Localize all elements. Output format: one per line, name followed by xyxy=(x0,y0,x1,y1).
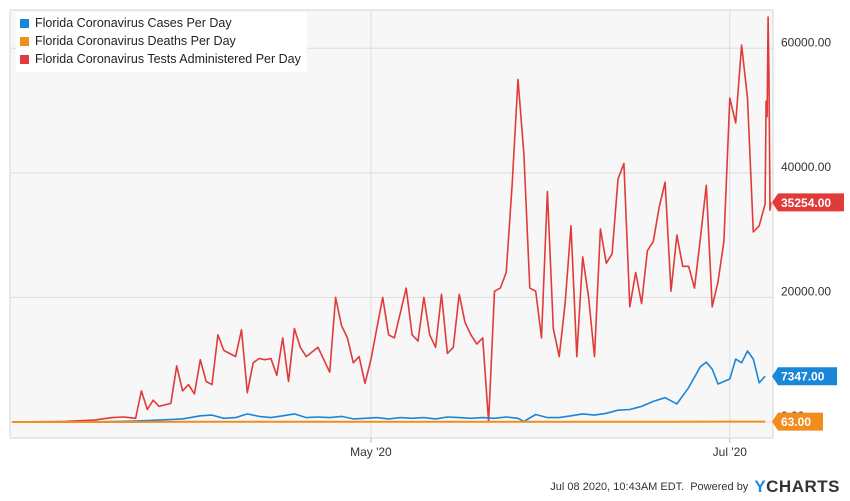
end-label-tests-bg xyxy=(772,193,844,212)
x-axis: May '20 Jul '20 xyxy=(350,438,747,459)
end-labels: 7347.00 63.00 35254.00 xyxy=(772,193,844,431)
end-label-deaths-text: 63.00 xyxy=(781,415,811,429)
end-label-cases: 7347.00 xyxy=(772,367,837,386)
end-label-tests: 35254.00 xyxy=(772,193,844,212)
end-label-tests-text: 35254.00 xyxy=(781,196,831,210)
legend-swatch-cases xyxy=(20,18,29,28)
end-label-cases-text: 7347.00 xyxy=(781,370,825,384)
legend-label-tests: Florida Coronavirus Tests Administered P… xyxy=(35,52,301,66)
legend-item-cases[interactable]: Florida Coronavirus Cases Per Day xyxy=(20,14,301,32)
legend-swatch-deaths xyxy=(20,36,29,46)
end-label-deaths-bg xyxy=(772,412,823,431)
ycharts-logo[interactable]: YCHARTS xyxy=(754,477,840,497)
legend-swatch-tests xyxy=(20,54,29,64)
y-tick-label: 20000.00 xyxy=(781,284,831,298)
x-tick-label: Jul '20 xyxy=(713,445,748,459)
legend-label-cases: Florida Coronavirus Cases Per Day xyxy=(35,16,232,30)
series-lines xyxy=(11,16,772,423)
legend-item-deaths[interactable]: Florida Coronavirus Deaths Per Day xyxy=(20,32,301,50)
y-tick-label: 60000.00 xyxy=(781,35,831,49)
footer-timestamp: Jul 08 2020, 10:43AM EDT. xyxy=(550,481,685,493)
series-line-tests xyxy=(11,16,772,423)
plot-area xyxy=(9,9,774,439)
ycharts-logo-y: Y xyxy=(754,477,767,496)
x-tick-label: May '20 xyxy=(350,445,392,459)
y-tick-label: 40000.00 xyxy=(781,160,831,174)
end-label-cases-bg xyxy=(772,367,837,386)
series-line-cases xyxy=(12,350,766,423)
legend: Florida Coronavirus Cases Per Day Florid… xyxy=(16,12,307,72)
footer: Jul 08 2020, 10:43AM EDT. Powered by YCH… xyxy=(550,477,840,497)
legend-item-tests[interactable]: Florida Coronavirus Tests Administered P… xyxy=(20,50,301,68)
footer-powered-by: Powered by xyxy=(690,481,749,493)
ycharts-logo-text: CHARTS xyxy=(766,477,840,496)
legend-label-deaths: Florida Coronavirus Deaths Per Day xyxy=(35,34,236,48)
end-label-deaths: 63.00 xyxy=(772,412,823,431)
